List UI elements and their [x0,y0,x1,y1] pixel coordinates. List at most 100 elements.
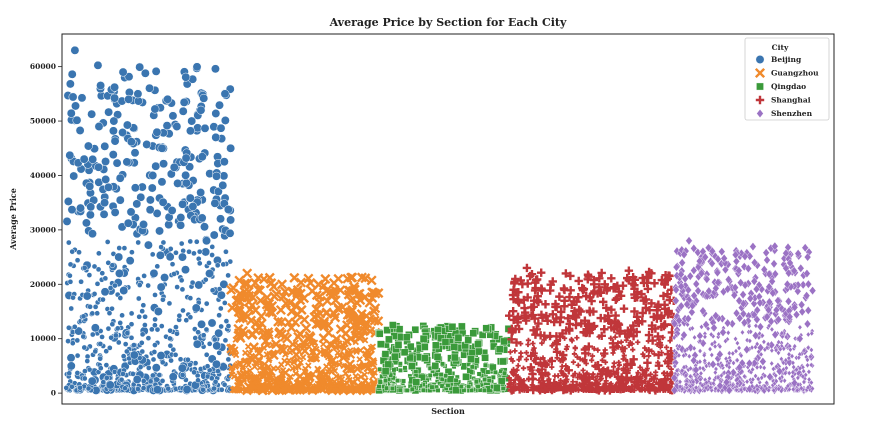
data-point [299,339,307,346]
data-point [90,323,100,333]
data-point [443,373,449,379]
data-point [764,305,773,315]
data-point [65,324,72,331]
data-point [270,365,277,372]
data-point [735,266,743,276]
data-point [179,372,186,378]
data-point [168,372,178,382]
data-point [384,385,390,391]
data-point [563,377,569,383]
data-point [715,333,721,340]
data-point [369,380,376,388]
data-point [145,282,151,289]
data-point [684,285,692,295]
data-point [566,271,575,281]
data-point [85,210,95,220]
data-point [526,363,536,372]
data-point [291,385,299,392]
data-point [523,350,530,356]
data-point [124,330,131,336]
data-point [647,299,656,308]
data-point [536,368,542,374]
data-point [642,373,648,379]
data-point [311,290,322,301]
data-point [612,334,618,340]
data-point [697,365,703,372]
data-point [412,378,421,387]
data-point [128,334,135,341]
data-point [719,362,725,369]
data-point [91,291,98,297]
data-point [322,295,333,306]
data-point [502,370,507,376]
data-point [555,292,564,301]
data-point [492,369,498,375]
data-point [497,377,506,386]
data-point [724,274,733,285]
data-point [323,351,331,358]
data-point [715,374,721,381]
data-point [276,329,287,340]
data-point [209,287,216,294]
data-point [655,360,661,366]
data-point [197,319,206,329]
data-point [581,358,587,365]
data-point [536,377,542,383]
data-point [377,379,383,385]
data-point [658,385,664,391]
data-point [180,247,187,254]
data-point [615,344,621,350]
data-point [700,365,706,372]
data-point [751,331,760,341]
data-point [769,360,775,367]
data-point [697,358,703,365]
data-point [395,378,401,384]
data-point [531,330,540,339]
data-point [223,248,229,255]
data-point [749,383,755,390]
data-point [453,377,459,383]
data-point [67,261,74,268]
data-point [71,323,78,330]
data-point [93,60,103,70]
data-point [529,326,538,335]
data-point [641,303,651,313]
data-point [618,281,628,290]
data-point [100,296,106,303]
data-point [643,347,650,353]
data-point [734,357,740,364]
data-point [623,326,633,335]
data-point [155,250,165,260]
data-point [557,385,563,391]
data-point [578,382,584,388]
data-point [143,240,153,250]
data-point [649,312,658,322]
data-point [639,296,648,305]
data-point [406,342,415,351]
data-point [122,385,128,392]
data-point [577,356,583,362]
data-point [419,334,428,343]
data-point [94,310,101,317]
data-point [685,236,693,246]
data-point [713,385,718,392]
data-point [731,250,740,260]
data-point [116,245,123,251]
data-point [135,62,145,72]
data-point [96,250,102,257]
data-point [97,355,103,362]
data-point [672,296,680,306]
data-point [397,387,403,393]
data-point [203,300,210,307]
data-point [786,258,794,268]
data-point [152,292,158,298]
data-point [292,339,300,347]
data-point [159,159,169,169]
data-point [248,342,259,353]
data-point [194,280,204,290]
data-point [104,107,114,117]
data-point [138,339,145,346]
data-point [203,326,210,333]
data-point [523,385,529,391]
data-point [560,358,566,364]
